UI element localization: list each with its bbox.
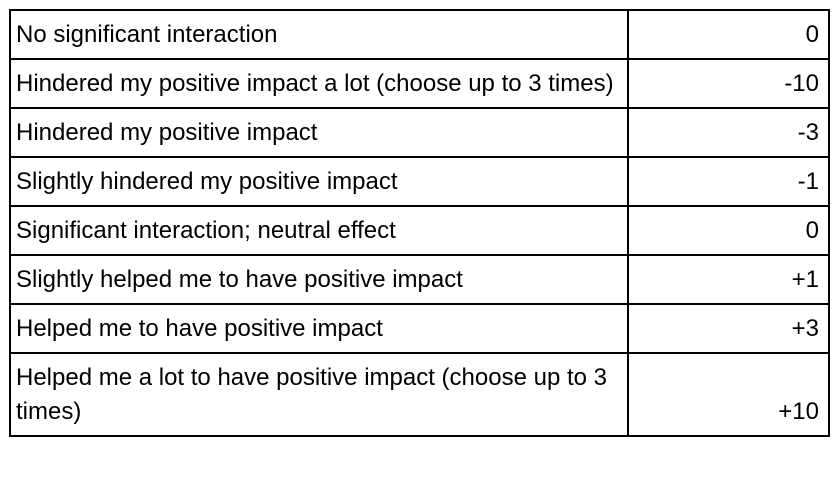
row-label: Helped me to have positive impact xyxy=(9,303,629,354)
table-row: Slightly hindered my positive impact -1 xyxy=(9,156,830,207)
row-label: No significant interaction xyxy=(9,9,629,60)
impact-scale-table: No significant interaction 0 Hindered my… xyxy=(9,9,830,437)
row-label: Helped me a lot to have positive impact … xyxy=(9,352,629,437)
row-label: Hindered my positive impact a lot (choos… xyxy=(9,58,629,109)
table-row: Helped me to have positive impact +3 xyxy=(9,303,830,354)
row-value: +3 xyxy=(627,303,830,354)
row-label: Significant interaction; neutral effect xyxy=(9,205,629,256)
table-row: Significant interaction; neutral effect … xyxy=(9,205,830,256)
row-value: -10 xyxy=(627,58,830,109)
row-label: Hindered my positive impact xyxy=(9,107,629,158)
table-row: Hindered my positive impact -3 xyxy=(9,107,830,158)
row-value: -1 xyxy=(627,156,830,207)
row-value: +10 xyxy=(627,352,830,437)
row-label: Slightly hindered my positive impact xyxy=(9,156,629,207)
row-value: 0 xyxy=(627,205,830,256)
table-row: Hindered my positive impact a lot (choos… xyxy=(9,58,830,109)
row-value: +1 xyxy=(627,254,830,305)
table-row: Helped me a lot to have positive impact … xyxy=(9,352,830,437)
table-row: Slightly helped me to have positive impa… xyxy=(9,254,830,305)
row-label: Slightly helped me to have positive impa… xyxy=(9,254,629,305)
row-value: -3 xyxy=(627,107,830,158)
row-value: 0 xyxy=(627,9,830,60)
table-row: No significant interaction 0 xyxy=(9,9,830,60)
